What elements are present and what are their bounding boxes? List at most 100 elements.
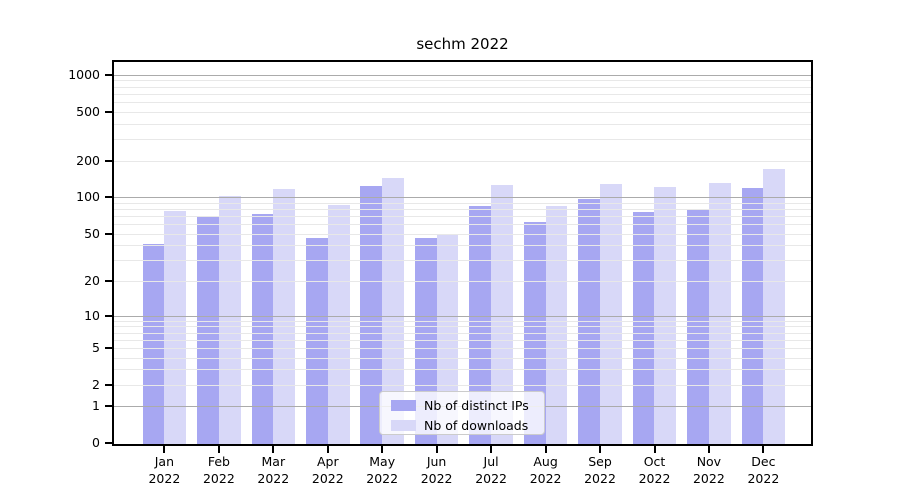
y-tick-label: 500 (76, 103, 100, 119)
y-tick-label: 2 (92, 376, 100, 392)
y-gridline-minor (114, 260, 811, 262)
y-gridline-minor (114, 202, 811, 204)
legend-item-downloads: Nb of downloads (391, 417, 544, 434)
bar-distinct-ips (305, 237, 328, 444)
x-tick-label: Mar 2022 (257, 454, 290, 486)
bar-downloads (600, 183, 622, 444)
y-gridline-minor (114, 384, 811, 386)
y-gridline-minor (114, 138, 811, 140)
x-tick (163, 446, 166, 453)
y-tick-label: 200 (76, 152, 100, 168)
x-tick-label: May 2022 (366, 454, 399, 486)
y-gridline-minor (114, 320, 811, 322)
y-gridline-minor (114, 347, 811, 349)
y-tick (105, 405, 112, 408)
x-tick-label: Nov 2022 (692, 454, 725, 486)
bar-distinct-ips (469, 206, 492, 444)
y-gridline-minor (114, 281, 811, 282)
y-gridline-major (114, 315, 811, 317)
bar-downloads (763, 169, 786, 444)
y-tick-label: 20 (84, 273, 100, 288)
bar-distinct-ips (142, 243, 165, 444)
x-tick-label: Oct 2022 (638, 454, 671, 486)
y-gridline-minor (114, 332, 811, 334)
legend: Nb of distinct IPs Nb of downloads (379, 391, 545, 435)
y-tick (105, 314, 112, 317)
y-tick-label: 1 (92, 398, 100, 414)
x-tick (762, 446, 765, 453)
y-gridline-minor (114, 86, 811, 88)
legend-label-distinct-ips: Nb of distinct IPs (424, 398, 529, 413)
y-gridline-minor (114, 160, 811, 162)
y-gridline-minor (114, 216, 811, 217)
x-tick (381, 446, 384, 453)
legend-swatch-distinct-ips (391, 400, 416, 411)
y-gridline-minor (114, 369, 811, 371)
bar-distinct-ips (360, 186, 383, 444)
y-tick (105, 280, 112, 282)
y-tick (105, 232, 112, 235)
legend-label-downloads: Nb of downloads (424, 418, 529, 433)
x-tick (599, 446, 601, 453)
y-gridline-minor (114, 123, 811, 125)
y-gridline-minor (114, 93, 811, 95)
x-tick (435, 446, 438, 453)
x-tick-label: Jun 2022 (420, 454, 453, 486)
y-tick-label: 5 (92, 339, 100, 355)
x-tick-label: Jan 2022 (148, 454, 181, 486)
y-gridline-minor (114, 102, 811, 103)
x-tick (326, 446, 329, 453)
y-gridline-major (114, 74, 811, 76)
y-tick (105, 442, 112, 445)
y-gridline-minor (114, 111, 811, 113)
bar-downloads (545, 205, 568, 444)
y-gridline-minor (114, 233, 811, 235)
x-tick (490, 446, 493, 453)
y-tick-label: 10 (84, 307, 100, 323)
x-tick (653, 446, 656, 453)
y-tick-label: 50 (84, 225, 100, 241)
x-tick-label: Jul 2022 (475, 454, 507, 486)
legend-item-distinct-ips: Nb of distinct IPs (391, 397, 544, 414)
x-tick-label: Apr 2022 (311, 454, 344, 486)
x-tick-label: Sep 2022 (584, 454, 616, 486)
y-gridline-minor (114, 224, 811, 226)
bar-downloads (218, 196, 241, 444)
y-gridline-minor (114, 245, 811, 247)
bar-downloads (491, 184, 513, 444)
y-tick (105, 383, 112, 386)
y-gridline-minor (114, 339, 811, 341)
bar-distinct-ips (251, 213, 274, 444)
legend-swatch-downloads (391, 420, 416, 431)
chart-title: sechm 2022 (416, 35, 509, 53)
bar-downloads (327, 205, 350, 444)
x-tick-label: Aug 2022 (529, 454, 562, 486)
y-tick (105, 196, 112, 199)
bar-downloads (273, 189, 296, 444)
x-tick-label: Dec 2022 (747, 454, 780, 486)
y-tick (105, 346, 112, 349)
y-tick-label: 100 (76, 189, 100, 205)
x-tick (217, 446, 220, 453)
y-tick-label: 1000 (68, 66, 100, 82)
y-tick-label: 0 (92, 435, 100, 451)
bar-distinct-ips (197, 217, 219, 444)
y-tick (105, 159, 112, 162)
x-tick-label: Feb 2022 (202, 454, 235, 486)
y-tick (105, 110, 112, 113)
x-tick (707, 446, 710, 453)
y-gridline-minor (114, 80, 811, 82)
x-tick (544, 446, 547, 453)
y-gridline-major (114, 197, 811, 199)
y-gridline-minor (114, 208, 811, 210)
bar-distinct-ips (632, 211, 655, 444)
y-gridline-minor (114, 357, 811, 359)
y-tick (105, 73, 112, 76)
bar-downloads (382, 177, 404, 444)
bar-downloads (708, 182, 731, 444)
y-gridline-minor (114, 326, 811, 328)
